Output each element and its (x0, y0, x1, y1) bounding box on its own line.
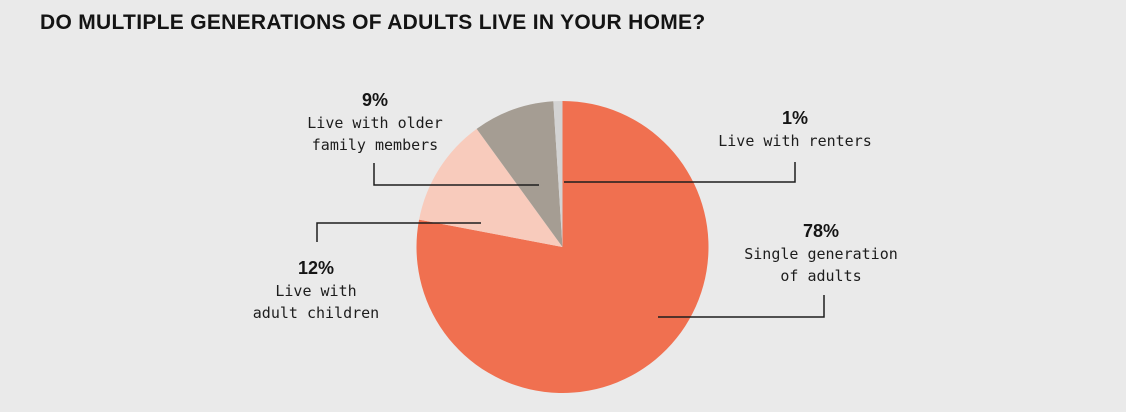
callout-line-older-family (373, 163, 539, 186)
pie-slice-older-family (476, 101, 563, 247)
callout-renters-pct: 1% (781, 108, 808, 128)
callout-lines (316, 162, 825, 318)
pie-slice-adult-children (419, 128, 563, 247)
pie-slice-single-generation (416, 101, 709, 393)
pie-slice-renters (553, 101, 563, 247)
callout-renters: 1% Live with renters (705, 106, 885, 152)
callout-single-generation-line2: of adults (780, 267, 862, 285)
callout-older-family-line1: Live with older (307, 114, 443, 132)
callout-adult-children-pct: 12% (297, 258, 335, 278)
callout-adult-children-line1: Live with (275, 282, 357, 300)
callout-single-generation: 78% Single generation of adults (731, 219, 911, 287)
callout-single-generation-line1: Single generation (744, 245, 898, 263)
callout-adult-children: 12% Live with adult children (226, 256, 406, 324)
pie-slices (416, 101, 709, 393)
chart-title: DO MULTIPLE GENERATIONS OF ADULTS LIVE I… (40, 11, 706, 34)
callout-line-renters (564, 162, 796, 183)
callout-older-family-line2: family members (311, 136, 439, 154)
callout-line-single-generation (658, 295, 825, 318)
callout-older-family: 9% Live with older family members (285, 88, 465, 156)
callout-renters-line1: Live with renters (718, 132, 872, 150)
callout-adult-children-line2: adult children (252, 304, 380, 322)
callout-line-adult-children (316, 222, 481, 242)
callout-single-generation-pct: 78% (802, 221, 840, 241)
callout-older-family-pct: 9% (361, 90, 388, 110)
